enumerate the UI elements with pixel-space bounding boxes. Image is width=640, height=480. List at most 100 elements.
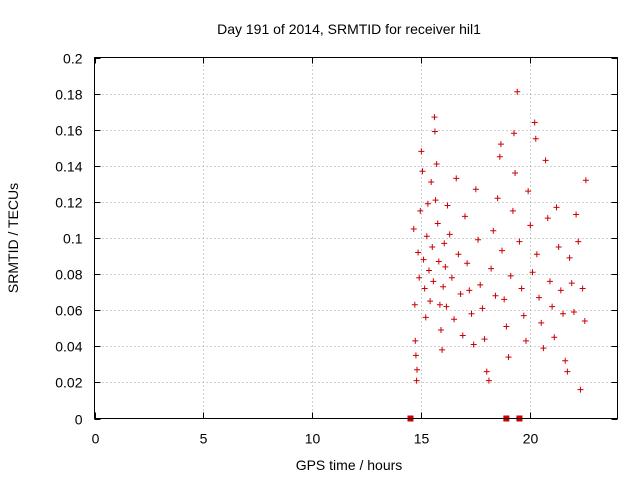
data-point bbox=[418, 148, 425, 155]
data-point bbox=[459, 332, 466, 339]
data-point bbox=[551, 334, 558, 341]
data-point bbox=[419, 168, 426, 175]
data-point bbox=[428, 179, 435, 186]
data-point bbox=[553, 204, 560, 211]
y-tick-label: 0.18 bbox=[55, 87, 82, 103]
data-point bbox=[536, 294, 543, 301]
data-point bbox=[538, 319, 545, 326]
data-point bbox=[582, 177, 589, 184]
data-point bbox=[529, 269, 536, 276]
data-point bbox=[492, 292, 499, 299]
data-point bbox=[443, 303, 450, 310]
data-point bbox=[468, 310, 475, 317]
data-point bbox=[525, 188, 532, 195]
data-point bbox=[434, 220, 441, 227]
y-tick-label: 0.08 bbox=[55, 267, 82, 283]
data-point bbox=[448, 274, 455, 281]
data-point bbox=[427, 298, 434, 305]
data-point bbox=[429, 244, 436, 251]
data-point bbox=[475, 236, 482, 243]
data-point bbox=[566, 254, 573, 261]
data-point bbox=[522, 337, 529, 344]
data-point bbox=[542, 157, 549, 164]
data-point bbox=[507, 272, 514, 279]
data-point bbox=[509, 207, 516, 214]
data-point bbox=[544, 215, 551, 222]
x-tick-label: 5 bbox=[200, 431, 208, 447]
data-point bbox=[496, 153, 503, 160]
data-point bbox=[568, 280, 575, 287]
data-point bbox=[577, 386, 584, 393]
data-point bbox=[446, 231, 453, 238]
x-tick-label: 0 bbox=[92, 431, 100, 447]
y-tick-label: 0.12 bbox=[55, 195, 82, 211]
data-point bbox=[512, 170, 519, 177]
data-point bbox=[470, 341, 477, 348]
data-point bbox=[562, 357, 569, 364]
data-point bbox=[426, 267, 433, 274]
data-point bbox=[439, 346, 446, 353]
data-point bbox=[422, 314, 429, 321]
data-point bbox=[479, 305, 486, 312]
data-point bbox=[540, 345, 547, 352]
data-point bbox=[461, 213, 468, 220]
y-tick-label: 0 bbox=[75, 412, 83, 428]
data-point bbox=[549, 303, 556, 310]
data-point bbox=[570, 309, 577, 316]
y-tick-label: 0.04 bbox=[55, 339, 82, 355]
data-point bbox=[531, 119, 538, 126]
data-point bbox=[503, 323, 510, 330]
data-point bbox=[575, 238, 582, 245]
data-point bbox=[497, 141, 504, 148]
data-point bbox=[413, 377, 420, 384]
x-axis-label: GPS time / hours bbox=[296, 457, 403, 473]
data-point bbox=[505, 354, 512, 361]
data-point bbox=[564, 368, 571, 375]
data-point bbox=[414, 366, 421, 373]
y-tick-label: 0.2 bbox=[63, 51, 83, 67]
data-point bbox=[435, 258, 442, 265]
data-point bbox=[442, 263, 449, 270]
data-point bbox=[457, 290, 464, 297]
data-point bbox=[477, 281, 484, 288]
data-point bbox=[436, 301, 443, 308]
data-point bbox=[472, 186, 479, 193]
data-point bbox=[579, 285, 586, 292]
data-point bbox=[488, 265, 495, 272]
data-point bbox=[412, 337, 419, 344]
data-point bbox=[441, 240, 448, 247]
data-point bbox=[433, 160, 440, 167]
data-point bbox=[518, 285, 525, 292]
data-point bbox=[444, 202, 451, 209]
data-point bbox=[555, 244, 562, 251]
data-point bbox=[464, 260, 471, 267]
data-point bbox=[431, 128, 438, 135]
data-point bbox=[514, 88, 521, 95]
y-tick-label: 0.14 bbox=[55, 159, 82, 175]
data-point bbox=[481, 336, 488, 343]
data-point bbox=[410, 225, 417, 232]
data-point bbox=[485, 377, 492, 384]
chart-title: Day 191 of 2014, SRMTID for receiver hil… bbox=[217, 21, 481, 37]
data-point bbox=[455, 251, 462, 258]
data-point bbox=[557, 287, 564, 294]
data-point bbox=[546, 278, 553, 285]
data-point bbox=[417, 207, 424, 214]
data-point bbox=[440, 283, 447, 290]
data-point bbox=[451, 316, 458, 323]
grid-lines bbox=[94, 57, 618, 419]
data-point bbox=[573, 211, 580, 218]
data-point bbox=[432, 197, 439, 204]
data-point bbox=[483, 368, 490, 375]
data-point bbox=[430, 278, 437, 285]
data-point bbox=[453, 175, 460, 182]
data-point bbox=[423, 233, 430, 240]
data-point bbox=[437, 327, 444, 334]
data-point bbox=[516, 238, 523, 245]
data-point bbox=[581, 318, 588, 325]
data-point bbox=[560, 310, 567, 317]
data-point bbox=[501, 296, 508, 303]
axis-ticks bbox=[94, 57, 618, 420]
